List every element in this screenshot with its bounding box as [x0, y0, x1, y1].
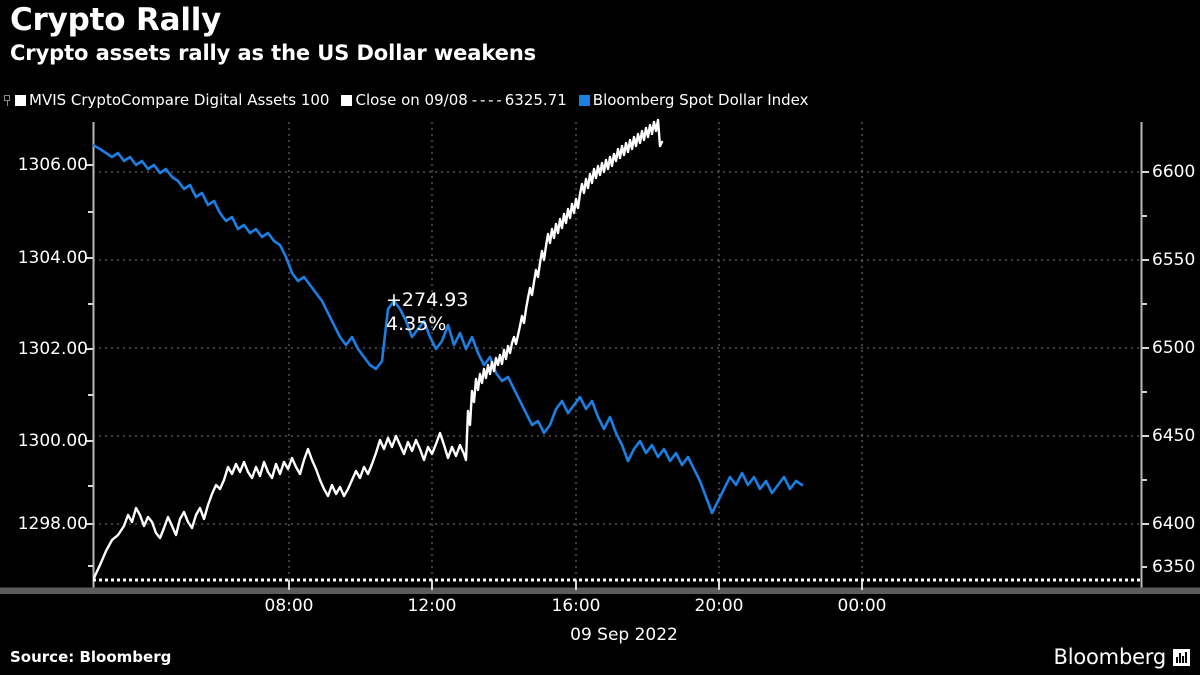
axis-left-tick-label: 1302.00	[17, 339, 88, 359]
axis-right-tick-label: 6400	[1152, 514, 1196, 534]
grid-horizontal	[93, 171, 1142, 525]
legend-item-close[interactable]: Close on 09/08 - - - - 6325.71	[341, 91, 567, 109]
axis-left-ticks	[86, 164, 93, 567]
axis-left-tick-label: 1304.00	[17, 248, 88, 268]
legend-label-close: Close on 09/08	[355, 91, 468, 109]
brand-label: Bloomberg	[1053, 645, 1167, 669]
series-line-dollar-index	[93, 143, 804, 515]
axis-left-tick-label: 1300.00	[17, 431, 88, 451]
legend-swatch-icon-dollar-index	[578, 94, 590, 106]
chart-svg	[0, 118, 1200, 594]
axis-bottom-tick-label: 20:00	[694, 596, 744, 616]
axis-right-tick-label: 6600	[1152, 162, 1196, 182]
legend-swatch-icon-mvis	[15, 94, 26, 106]
legend-label-dollar-index: Bloomberg Spot Dollar Index	[592, 91, 809, 109]
series-line-mvis	[93, 118, 664, 580]
legend-value-close: 6325.71	[504, 91, 567, 109]
axis-right-tick-label: 6550	[1152, 250, 1196, 270]
axis-right-ticks	[1142, 171, 1149, 568]
source-label: Source: Bloomberg	[10, 648, 172, 666]
chart-subtitle: Crypto assets rally as the US Dollar wea…	[10, 41, 537, 65]
legend-label-mvis: MVIS CryptoCompare Digital Assets 100	[29, 91, 330, 109]
bloomberg-brand: Bloomberg	[1054, 645, 1190, 669]
chart-legend: MVIS CryptoCompare Digital Assets 100 Cl…	[4, 90, 821, 110]
axis-right-tick-label: 6350	[1152, 557, 1196, 577]
axis-bottom-title: 09 Sep 2022	[0, 625, 1200, 645]
legend-item-mvis[interactable]: MVIS CryptoCompare Digital Assets 100	[15, 91, 329, 109]
chart-plot-area: 1306.00 1304.00 1302.00 1300.00 1298.00 …	[0, 114, 1200, 594]
axis-bottom-ticks	[288, 580, 863, 590]
legend-swatch-icon-close	[341, 94, 353, 106]
axis-right-tick-label: 6500	[1152, 338, 1196, 358]
axis-bottom-tick-label: 08:00	[264, 596, 314, 616]
annotation-change-absolute: +274.93	[386, 289, 469, 311]
axis-bottom-tick-label: 12:00	[407, 596, 457, 616]
bloomberg-logo-icon	[1173, 648, 1190, 666]
legend-item-dollar-index[interactable]: Bloomberg Spot Dollar Index	[578, 91, 809, 109]
axis-left-tick-label: 1306.00	[17, 155, 88, 175]
axis-bottom-title-text: 09 Sep 2022	[570, 625, 678, 645]
annotation-change-percent: 4.35%	[386, 313, 447, 335]
legend-expand-icon[interactable]	[4, 94, 13, 106]
axis-bottom-tick-label: 00:00	[837, 596, 887, 616]
axis-right-tick-label: 6450	[1152, 426, 1196, 446]
legend-dash-icon: - - - -	[471, 91, 502, 109]
chart-annotation: +274.93 4.35%	[386, 288, 468, 336]
chart-title: Crypto Rally	[10, 2, 222, 38]
chart-footer: Source: Bloomberg Bloomberg	[0, 639, 1200, 675]
axis-bottom-tick-label: 16:00	[551, 596, 601, 616]
axis-left-tick-label: 1298.00	[17, 514, 88, 534]
grid-vertical	[288, 122, 863, 590]
chart-header: Crypto Rally Crypto assets rally as the …	[10, 2, 1190, 66]
